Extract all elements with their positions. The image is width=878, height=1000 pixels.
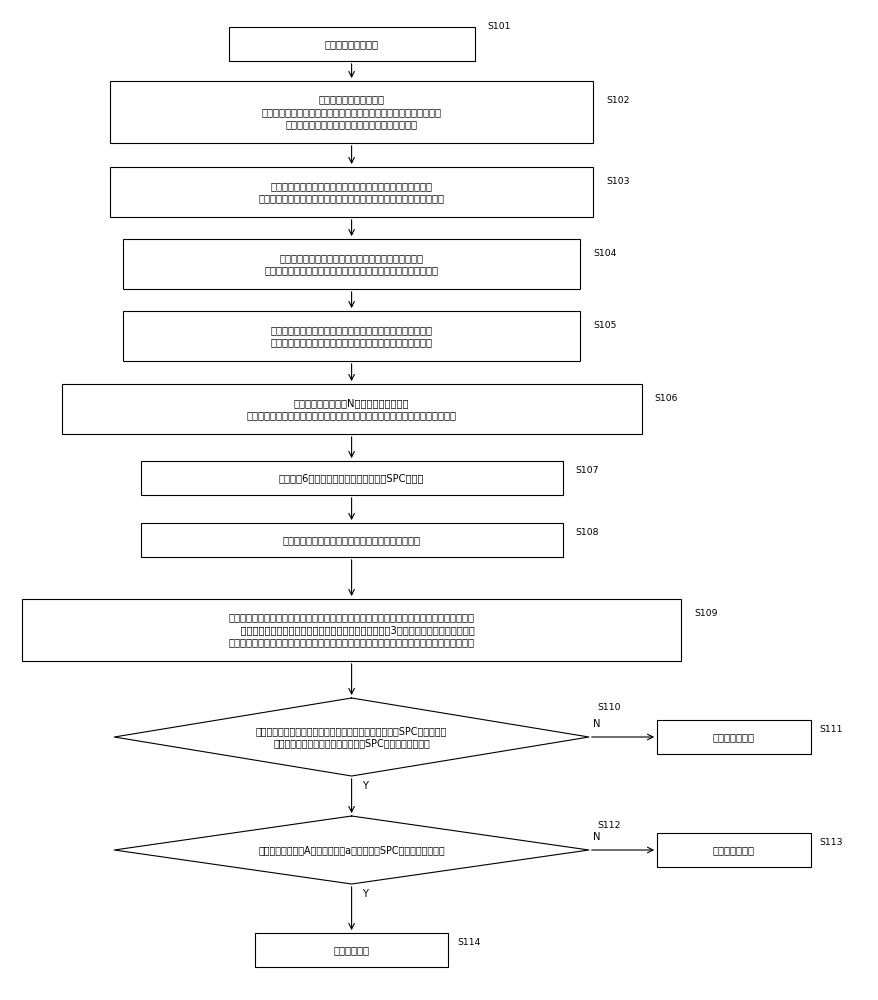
Text: S102: S102 — [606, 96, 630, 105]
Text: S112: S112 — [597, 821, 621, 830]
Text: S101: S101 — [487, 22, 511, 31]
FancyBboxPatch shape — [22, 599, 680, 661]
FancyBboxPatch shape — [228, 27, 474, 61]
Text: 当激光焊接过程开始时，通过光纤探头采集激光焊接过程中产生的光致等离子体中的光信号，
    通过光纤光谱仪将形成的光谱信息传至计算机，选取步骤3中的特征谱线作为: 当激光焊接过程开始时，通过光纤探头采集激光焊接过程中产生的光致等离子体中的光信号… — [228, 613, 474, 647]
Text: S105: S105 — [593, 321, 616, 330]
Text: 当激光焊接过程开始时，
通过光纤探头采集激光焊接过程中产生的光致等离子体中的光信号，
并将光纤光谱仪中形成的光谱信息传输至计算机中: 当激光焊接过程开始时， 通过光纤探头采集激光焊接过程中产生的光致等离子体中的光信… — [262, 95, 441, 129]
Text: 根据待焊件的材料以及尺寸，使用不同的焊接参数进行焊接，
选择使电子温度时域变化的标准差最小的参数为最优焊接参数: 根据待焊件的材料以及尺寸，使用不同的焊接参数进行焊接， 选择使电子温度时域变化的… — [270, 325, 432, 347]
Text: S104: S104 — [593, 249, 616, 258]
FancyBboxPatch shape — [110, 167, 593, 217]
FancyBboxPatch shape — [140, 461, 562, 495]
Text: Y: Y — [362, 889, 368, 899]
Text: 判断是否存在连续A个点中有连续a个点超出了SPC控制图的上下界限: 判断是否存在连续A个点中有连续a个点超出了SPC控制图的上下界限 — [258, 845, 444, 855]
Text: 根据实际情况调整焊接参数，对待焊件进行激光焊接: 根据实际情况调整焊接参数，对待焊件进行激光焊接 — [283, 535, 420, 545]
Text: N: N — [593, 832, 601, 842]
Text: 在激光焊接的过程中，通过计算机将测试时域图实时绘入SPC控制图中；
判断测试时域图中的各个点是否超出SPC控制图的上下界限: 在激光焊接的过程中，通过计算机将测试时域图实时绘入SPC控制图中； 判断测试时域… — [255, 726, 447, 748]
Polygon shape — [114, 698, 588, 776]
Text: S108: S108 — [575, 528, 599, 537]
FancyBboxPatch shape — [110, 81, 593, 143]
Text: 不存在焊接缺陷: 不存在焊接缺陷 — [712, 732, 754, 742]
Text: S113: S113 — [818, 838, 842, 847]
Text: S106: S106 — [654, 394, 678, 403]
Text: S110: S110 — [597, 703, 621, 712]
FancyBboxPatch shape — [123, 239, 579, 289]
Text: S114: S114 — [457, 938, 480, 947]
Text: 存在焊接缺陷: 存在焊接缺陷 — [334, 945, 369, 955]
Text: 在最优焊接参数下对N个待焊件进行焊接，
通过计算机记录各待焊件在激光焊接过程中产生光致等离子体的电子温度时域图: 在最优焊接参数下对N个待焊件进行焊接， 通过计算机记录各待焊件在激光焊接过程中产… — [247, 398, 456, 420]
Text: S109: S109 — [694, 609, 717, 618]
FancyBboxPatch shape — [140, 523, 562, 557]
FancyBboxPatch shape — [123, 311, 579, 361]
Text: 在采集过程的任意时刻，利用所选特征谱线的相对强度
计算光致等离子体的电子温度，以获得电子温度随时间的变化曲线: 在采集过程的任意时刻，利用所选特征谱线的相对强度 计算光致等离子体的电子温度，以… — [264, 253, 438, 275]
Text: 从计算机的显示界面上实时观察上述光谱信息的频域分布图中
各谱线的相对强度随时间的波动情况，以确定作为分析对象的特征谱线: 从计算机的显示界面上实时观察上述光谱信息的频域分布图中 各谱线的相对强度随时间的… — [258, 181, 444, 203]
Text: S111: S111 — [818, 725, 842, 734]
Text: N: N — [593, 719, 601, 729]
Text: S107: S107 — [575, 466, 599, 475]
FancyBboxPatch shape — [61, 384, 641, 434]
FancyBboxPatch shape — [255, 933, 448, 967]
FancyBboxPatch shape — [656, 833, 810, 867]
Text: 根据步骤6中的各电子温度时域图，获得SPC控制图: 根据步骤6中的各电子温度时域图，获得SPC控制图 — [278, 473, 424, 483]
Text: S103: S103 — [606, 177, 630, 186]
Text: 调整光纤探头的位置: 调整光纤探头的位置 — [324, 39, 378, 49]
Text: Y: Y — [362, 781, 368, 791]
Polygon shape — [114, 816, 588, 884]
FancyBboxPatch shape — [656, 720, 810, 754]
Text: 不存在焊接缺陷: 不存在焊接缺陷 — [712, 845, 754, 855]
